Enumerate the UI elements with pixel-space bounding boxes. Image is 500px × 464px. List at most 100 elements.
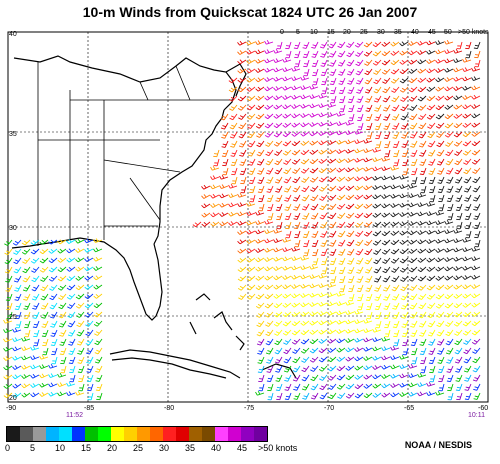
wind-barb [390, 193, 400, 199]
wind-barb [426, 239, 436, 244]
wind-barb [408, 59, 418, 65]
inset-label: 30 [377, 29, 385, 36]
wind-barb [417, 192, 427, 198]
wind-barb [347, 266, 355, 274]
wind-barb [3, 318, 13, 324]
wind-barb [201, 184, 211, 190]
wind-barb [30, 364, 40, 370]
wind-barb [446, 356, 454, 364]
wind-barb [426, 211, 436, 216]
wind-barb [48, 275, 58, 282]
wind-barb [417, 95, 427, 102]
colorbar-label: 40 [211, 443, 222, 453]
wind-barb [327, 329, 337, 335]
wind-barb [255, 122, 265, 129]
wind-barb [336, 167, 346, 173]
wind-barb [390, 165, 400, 171]
wind-barb [462, 320, 472, 327]
wind-barb [300, 265, 310, 270]
wind-barb [464, 374, 472, 382]
wind-barb [399, 59, 409, 65]
wind-barb [455, 365, 463, 373]
wind-barb [85, 329, 94, 337]
wind-barb [257, 185, 265, 194]
wind-barb [255, 104, 265, 111]
wind-barb [327, 320, 337, 325]
wind-barb [33, 338, 40, 347]
wind-barb [363, 148, 373, 153]
wind-barb [417, 382, 427, 387]
wind-barb [426, 257, 436, 263]
wind-barb [57, 382, 67, 387]
wind-barb [327, 282, 337, 288]
wind-barb [219, 212, 229, 217]
wind-barb [365, 95, 373, 103]
wind-barb [237, 239, 247, 245]
wind-barb [228, 211, 238, 217]
wind-barb [471, 274, 481, 280]
wind-barb [400, 122, 409, 130]
wind-barb [354, 41, 364, 48]
wind-barb [51, 347, 58, 356]
wind-barb [473, 383, 481, 391]
wind-barb [93, 302, 103, 309]
wind-barb [75, 238, 85, 244]
wind-barb [374, 122, 382, 131]
wind-barb [337, 41, 346, 49]
wind-barb [463, 356, 472, 364]
wind-barb [390, 68, 400, 75]
wind-barb [345, 356, 355, 362]
wind-barb [381, 156, 391, 162]
wind-barb [22, 266, 31, 274]
wind-barb [273, 67, 283, 73]
wind-barb [435, 122, 445, 129]
lon-label: -90 [6, 405, 16, 412]
wind-barb [274, 347, 283, 355]
wind-barb [21, 374, 31, 379]
wind-barb [327, 347, 337, 353]
wind-barb [453, 58, 463, 63]
wind-barb [255, 86, 265, 92]
wind-barb [229, 104, 238, 111]
wind-barb [320, 68, 328, 77]
wind-barb [399, 212, 409, 217]
wind-barb [327, 121, 337, 127]
wind-barb [363, 374, 373, 380]
wind-barb [238, 122, 247, 130]
wind-barb [464, 212, 472, 221]
wind-barb [84, 293, 94, 300]
wind-barb [435, 284, 445, 291]
wind-barb [294, 50, 301, 59]
wind-barb [274, 338, 283, 346]
lat-label: 30 [9, 225, 17, 232]
wind-barb [327, 149, 337, 155]
wind-barb [435, 40, 445, 45]
wind-barb [266, 185, 274, 193]
wind-barb [39, 392, 49, 397]
colorbar-swatch [137, 427, 150, 441]
colorbar-swatch [176, 427, 189, 441]
wind-barb [417, 86, 427, 93]
wind-barb [435, 293, 445, 300]
wind-barb [363, 392, 373, 399]
wind-barb [329, 257, 337, 266]
wind-barb [266, 356, 274, 364]
lon-label: -85 [84, 405, 94, 412]
wind-barb [249, 194, 256, 203]
wind-barb [426, 113, 436, 120]
wind-barb [356, 275, 364, 283]
wind-barb [381, 68, 391, 75]
wind-barb [455, 203, 463, 212]
wind-barb [59, 329, 67, 337]
wind-barb [219, 193, 229, 199]
wind-barb [471, 113, 481, 119]
wind-barb [444, 39, 454, 45]
wind-barb [33, 329, 40, 338]
wind-barb [3, 383, 13, 389]
wind-barb [247, 122, 256, 129]
wind-barb [318, 176, 328, 183]
wind-barb [282, 237, 292, 243]
wind-barb [354, 356, 364, 362]
wind-barb [453, 95, 463, 101]
wind-barb [444, 122, 454, 129]
